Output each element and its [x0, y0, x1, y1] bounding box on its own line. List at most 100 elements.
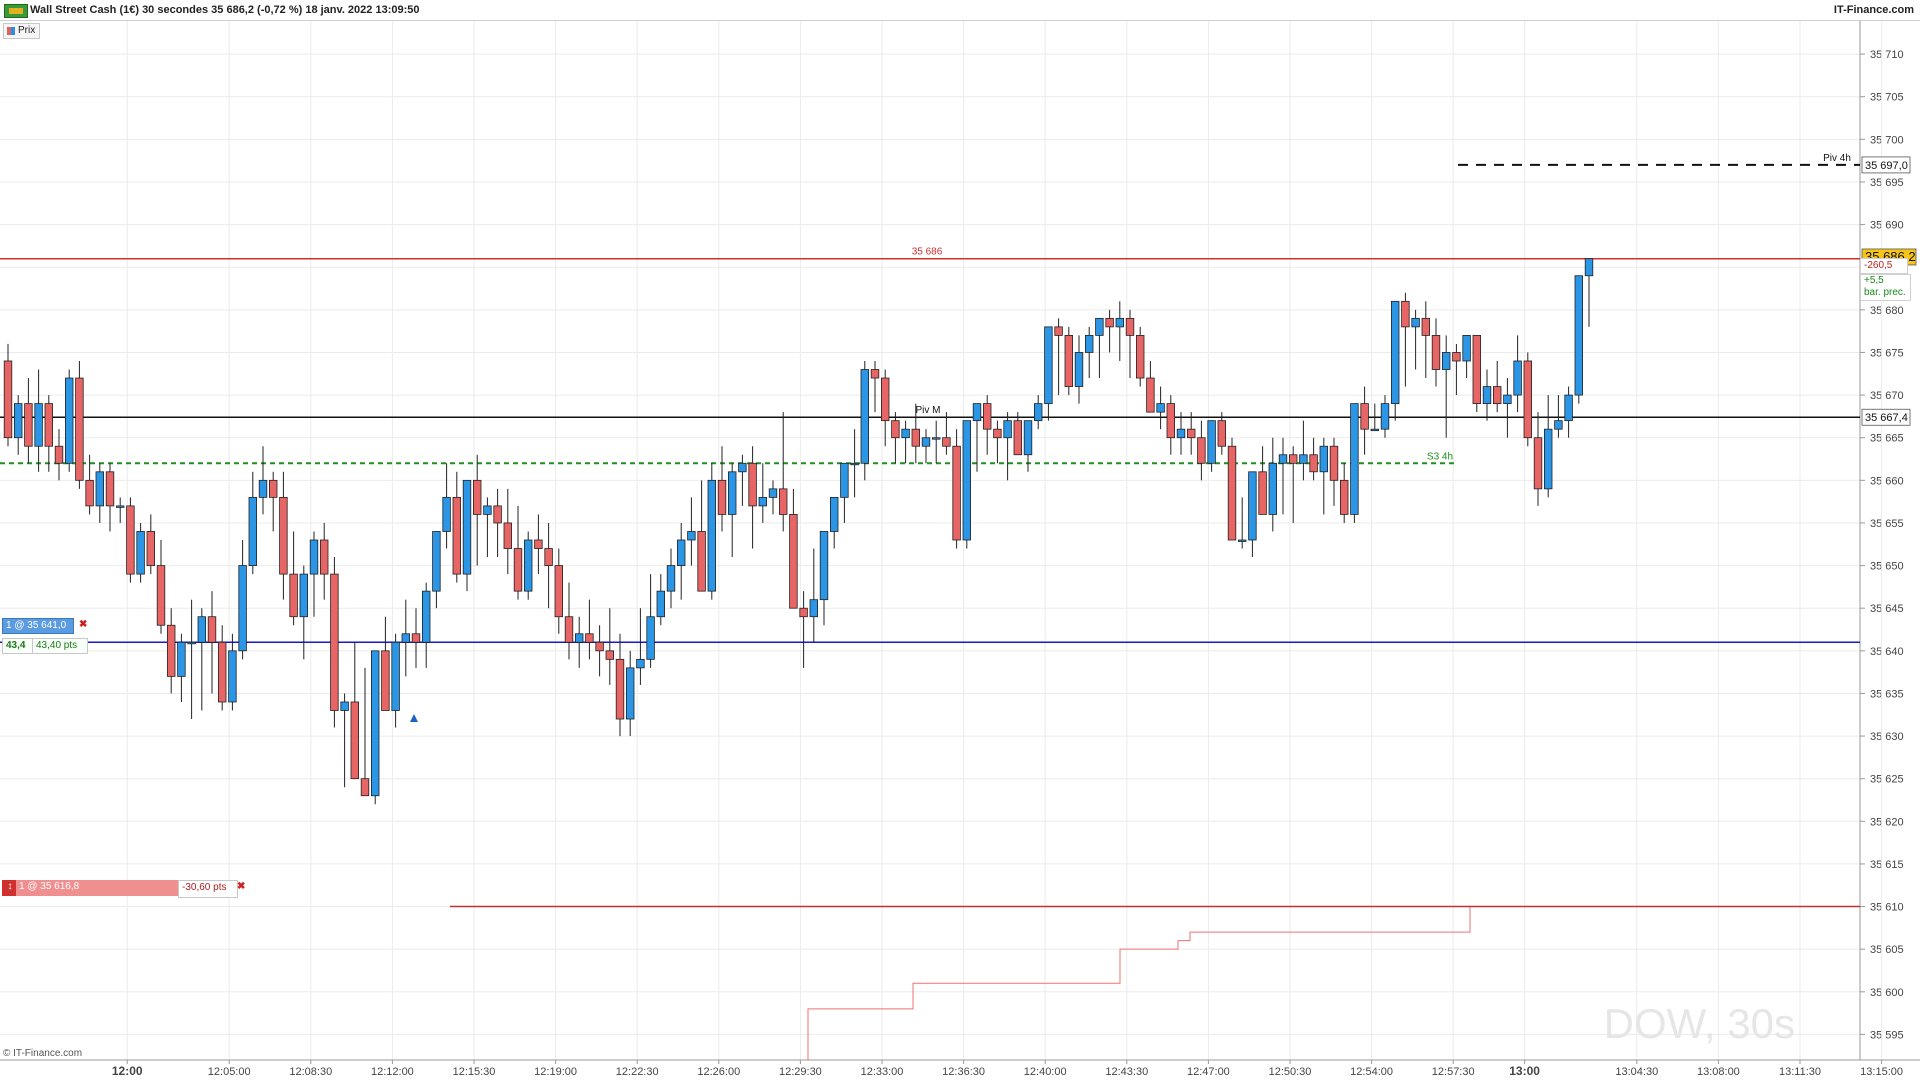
candle-body — [503, 522, 512, 549]
candle — [1493, 360, 1502, 413]
candle-body — [1452, 352, 1461, 362]
candle — [370, 650, 380, 805]
candle-body — [1044, 326, 1053, 405]
candle — [677, 522, 686, 600]
buy-order-label[interactable]: 1 @ 35 641,0 — [2, 618, 74, 634]
candle — [350, 642, 359, 780]
candle — [1401, 292, 1410, 387]
candle — [54, 429, 64, 481]
candle — [1533, 412, 1543, 506]
sell-order-label[interactable]: 1 @ 35 616,8 — [16, 880, 180, 896]
x-tick-label: 12:54:00 — [1350, 1066, 1393, 1078]
y-tick-label: 35 670 — [1870, 390, 1904, 402]
candle-body — [483, 505, 492, 515]
candle-body — [646, 616, 655, 660]
chart-header: Wall Street Cash (1€) 30 secondes 35 686… — [0, 0, 1920, 21]
x-tick-label: 12:26:00 — [697, 1066, 740, 1078]
sell-order-close-icon[interactable]: ✖ — [237, 881, 246, 892]
candle — [116, 497, 125, 523]
candle — [1554, 395, 1563, 438]
bar-change: +5,5 — [1864, 275, 1884, 286]
candle — [483, 497, 492, 558]
candle-body — [1258, 471, 1267, 515]
candle — [1350, 403, 1359, 523]
candle — [809, 548, 818, 643]
candle-body — [13, 403, 23, 439]
candle — [340, 693, 349, 788]
candle-body — [279, 496, 288, 575]
candle-body — [768, 488, 778, 498]
candle — [105, 463, 115, 532]
candle-body — [1023, 420, 1033, 456]
candle — [534, 514, 543, 575]
candle-body — [1329, 445, 1339, 481]
candle-body — [1013, 420, 1022, 456]
candle — [1166, 395, 1175, 455]
candle — [381, 616, 390, 711]
legend-prix[interactable]: Prix — [3, 23, 41, 39]
x-tick-label: 12:08:30 — [289, 1066, 332, 1078]
candle — [1207, 420, 1216, 472]
candle — [1156, 386, 1165, 430]
candle-body — [319, 539, 329, 575]
candle-body — [1513, 360, 1522, 396]
candle-body — [1105, 317, 1114, 328]
candle — [85, 454, 94, 515]
candle — [472, 454, 482, 566]
candle — [1187, 412, 1196, 455]
candle — [289, 531, 298, 626]
candle-body — [65, 377, 74, 464]
candle-body — [911, 428, 920, 447]
candle — [1503, 378, 1512, 438]
x-tick-label: 13:00 — [1509, 1064, 1540, 1078]
y-tick-label: 35 605 — [1870, 944, 1904, 956]
candle — [779, 412, 788, 532]
y-tick-label: 35 620 — [1870, 816, 1904, 828]
candle — [187, 599, 196, 720]
candle-body — [1544, 428, 1553, 490]
buy-order-text: 1 @ 35 641,0 — [6, 620, 67, 631]
candle-body — [54, 445, 64, 464]
candle — [95, 463, 104, 523]
candle-body — [1391, 300, 1400, 405]
candle — [44, 395, 53, 472]
candle-body — [95, 471, 104, 507]
candle — [1329, 437, 1339, 506]
candle-body — [1207, 420, 1216, 464]
candle-body — [452, 496, 461, 575]
candle — [503, 488, 512, 575]
candle — [728, 463, 737, 558]
candle-body — [636, 658, 645, 669]
candle-body — [860, 369, 869, 464]
candle — [1054, 318, 1063, 396]
candle — [1095, 317, 1104, 379]
candle-body — [942, 437, 951, 447]
candle — [1442, 335, 1451, 438]
candle — [34, 369, 43, 472]
candle — [1268, 437, 1277, 532]
candle-body — [1064, 335, 1073, 387]
candle — [748, 446, 757, 549]
buy-order-close-icon[interactable]: ✖ — [79, 619, 88, 630]
candle-body — [1523, 360, 1532, 439]
candle — [126, 497, 135, 583]
candle — [1513, 335, 1522, 413]
x-tick-label: 13:04:30 — [1615, 1066, 1658, 1078]
candle-body — [1156, 403, 1165, 413]
candle-body — [126, 505, 135, 575]
candle-body — [411, 633, 421, 643]
y-tick-label: 35 680 — [1870, 305, 1904, 317]
y-tick-label: 35 615 — [1870, 859, 1904, 871]
sell-order-handle-icon[interactable]: ↕ — [2, 880, 18, 896]
candle-body — [1340, 479, 1349, 515]
candle-body — [656, 590, 665, 618]
candle — [656, 574, 665, 626]
candle-body — [1431, 335, 1441, 370]
candle — [166, 608, 176, 694]
candle — [646, 574, 655, 668]
candle-body — [207, 616, 217, 643]
candle — [840, 462, 849, 523]
candle-body — [779, 488, 788, 515]
buy-order-pts-b: 43,40 pts — [32, 638, 88, 654]
